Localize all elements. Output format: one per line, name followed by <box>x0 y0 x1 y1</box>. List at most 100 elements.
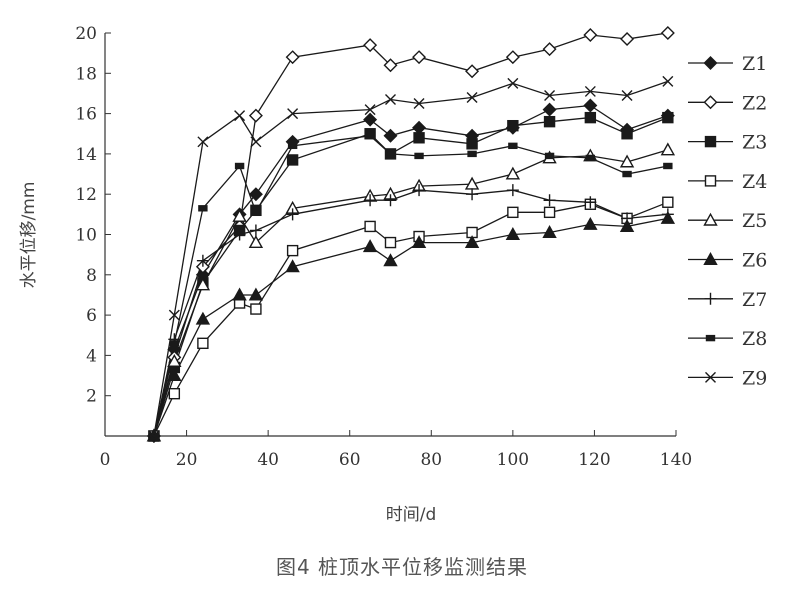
y-tick-label: 16 <box>75 105 97 125</box>
y-axis-title: 水平位移/mm <box>19 182 39 289</box>
data-point-z9 <box>621 89 633 101</box>
data-point-z9 <box>197 136 209 148</box>
legend-label-z6: Z6 <box>742 250 767 272</box>
data-point-z2 <box>542 42 557 57</box>
data-point-z9 <box>287 108 299 120</box>
legend-marker-z2 <box>703 95 718 110</box>
data-point-z8 <box>198 205 208 212</box>
data-point-z8 <box>663 162 673 170</box>
data-point-z6 <box>464 235 480 249</box>
data-point-z7 <box>466 188 479 201</box>
data-point-z7 <box>286 208 299 221</box>
series-line-z4 <box>153 201 669 437</box>
y-tick-label: 2 <box>86 387 97 407</box>
data-point-z2 <box>363 38 378 53</box>
data-point-z4 <box>286 244 299 257</box>
legend-marker-z6 <box>703 252 718 265</box>
figure-caption: 图4 桩顶水平位移监测结果 <box>276 555 528 579</box>
data-point-z3 <box>286 154 299 166</box>
data-point-z7 <box>661 208 674 221</box>
data-point-z8 <box>365 132 375 139</box>
data-point-z4 <box>543 206 556 219</box>
legend-label-z8: Z8 <box>742 328 767 350</box>
x-axis-title: 时间/d <box>386 505 437 525</box>
data-point-z7 <box>249 224 262 237</box>
data-point-z6 <box>619 218 635 232</box>
x-tick-label: 100 <box>497 450 529 470</box>
y-tick-label: 14 <box>75 145 97 165</box>
data-point-z3 <box>584 111 597 124</box>
data-point-z8 <box>287 142 298 150</box>
data-point-z4 <box>250 303 262 315</box>
series-markers <box>146 26 676 443</box>
series-line-z8 <box>153 135 668 437</box>
x-tick-label: 60 <box>339 450 361 470</box>
data-point-z6 <box>383 253 398 267</box>
data-point-z9 <box>413 98 425 110</box>
data-point-z6 <box>583 216 598 230</box>
legend-label-z4: Z4 <box>742 171 767 193</box>
data-point-z8 <box>467 150 477 158</box>
y-tick-label: 10 <box>75 226 97 246</box>
y-tick-label: 8 <box>86 266 97 286</box>
x-tick-label: 140 <box>660 450 692 470</box>
legend-marker-z1 <box>703 56 718 70</box>
legend-marker-z9 <box>705 371 716 383</box>
data-point-z1 <box>542 102 557 117</box>
data-point-z7 <box>584 196 597 209</box>
data-point-z4 <box>168 387 181 400</box>
x-tick-label: 20 <box>176 450 198 470</box>
legend-marker-z3 <box>704 135 717 148</box>
data-point-z5 <box>248 235 264 249</box>
legend: Z1 Z2 Z3 Z4 Z5 Z6 Z7 Z8 Z9 <box>688 53 767 389</box>
data-point-z1 <box>412 120 427 135</box>
data-point-z8 <box>234 162 245 170</box>
data-point-z9 <box>507 77 519 89</box>
legend-label-z1: Z1 <box>742 53 767 75</box>
data-point-z2 <box>412 50 427 65</box>
data-point-z8 <box>585 154 596 162</box>
data-point-z5 <box>505 166 521 180</box>
data-point-z2 <box>383 58 398 73</box>
data-point-z5 <box>232 208 247 222</box>
data-point-z4 <box>507 206 519 219</box>
data-point-z7 <box>364 194 377 207</box>
legend-marker-z4 <box>704 175 717 187</box>
data-point-z9 <box>250 136 262 148</box>
series-line-z9 <box>153 80 669 437</box>
data-point-z4 <box>197 337 209 350</box>
data-point-z8 <box>251 209 261 216</box>
series-line-z2 <box>153 32 668 437</box>
legend-marker-z5 <box>703 212 718 226</box>
data-point-z6 <box>505 227 521 241</box>
data-point-z5 <box>195 277 211 291</box>
data-point-z6 <box>167 368 182 382</box>
legend-marker-z7 <box>704 292 717 305</box>
data-point-z2 <box>248 108 263 123</box>
data-point-z9 <box>544 89 556 101</box>
y-tick-label: 20 <box>75 24 97 44</box>
y-tick-label: 18 <box>75 64 97 84</box>
series-lines <box>153 32 669 437</box>
y-tick-label: 6 <box>86 306 97 326</box>
data-point-z1 <box>583 98 598 113</box>
data-point-z8 <box>508 142 518 150</box>
data-point-z5 <box>167 354 182 367</box>
plot-area: 0 20 40 60 80 100 120 140 2 4 6 8 10 12 14 16 18 20 <box>75 24 692 470</box>
legend-marker-z8 <box>705 334 716 342</box>
data-point-z8 <box>414 152 424 160</box>
data-point-z9 <box>364 104 376 116</box>
data-point-z1 <box>363 112 378 127</box>
data-point-z7 <box>543 194 556 207</box>
data-point-z9 <box>385 94 396 105</box>
legend-label-z7: Z7 <box>742 289 767 311</box>
data-point-z6 <box>195 311 211 325</box>
data-point-z3 <box>466 138 478 150</box>
data-point-z8 <box>622 170 632 178</box>
data-point-z1 <box>248 187 263 202</box>
x-tick-label: 80 <box>420 450 442 470</box>
data-point-z3 <box>662 111 674 124</box>
data-point-z7 <box>413 184 426 197</box>
data-point-z6 <box>411 235 427 249</box>
